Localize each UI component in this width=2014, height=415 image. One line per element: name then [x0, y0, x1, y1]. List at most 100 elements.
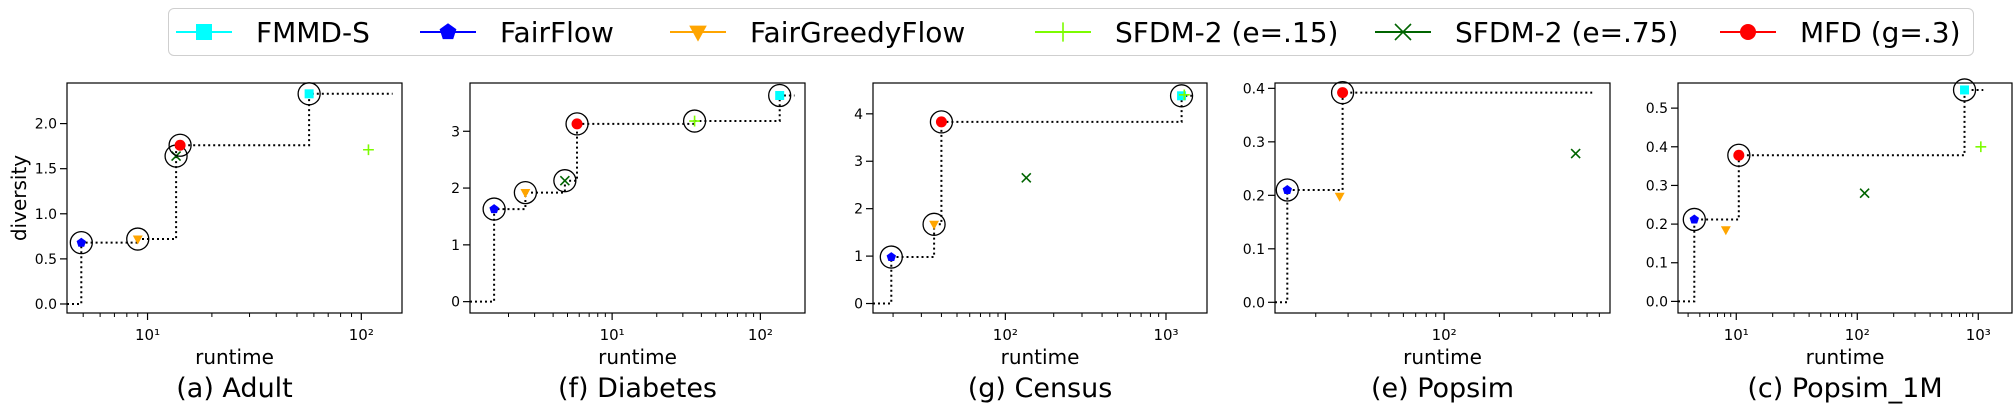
y-tick-label: 2.0 [35, 117, 57, 133]
y-tick-label: 0.0 [1646, 294, 1668, 310]
pareto-ring [513, 180, 538, 205]
point-sfdm-2-e-75 [1570, 148, 1581, 159]
pareto-ring [565, 112, 589, 136]
x-tick-label: 10² [349, 326, 374, 344]
chart-title: (f) Diabetes [558, 373, 717, 404]
y-tick-label: 3 [854, 154, 863, 170]
y-tick-label: 0.1 [1243, 242, 1265, 258]
y-tick-label: 0.5 [1646, 101, 1668, 117]
legend-marker-triangle-down [689, 25, 707, 42]
x-tick-label: 10¹ [600, 326, 625, 344]
point-fairflow [1282, 185, 1292, 194]
legend-label: FairGreedyFlow [750, 16, 965, 49]
legend-marker-circle [1740, 24, 1756, 40]
x-minor-ticks [892, 313, 1160, 317]
point-sfdm-2-e-75 [559, 175, 570, 186]
legend-entry-mfd-g-3: MFD (g=.3) [1720, 16, 1961, 49]
x-minor-ticks [507, 313, 755, 317]
pareto-ring [768, 83, 792, 108]
plot-frame [872, 82, 1208, 314]
point-sfdm-2-e-75 [1859, 188, 1870, 199]
legend-marker-pentagon [439, 23, 457, 40]
point-fairgreedyflow [1720, 226, 1731, 236]
y-tick-label: 3 [451, 124, 460, 140]
pareto-ring [929, 110, 954, 134]
pareto-ring [553, 169, 577, 193]
pareto-ring [682, 109, 707, 133]
pareto-ring [1727, 143, 1751, 167]
y-tick-label: 2 [854, 202, 863, 218]
legend-entry-fairgreedyflow: FairGreedyFlow [670, 16, 965, 49]
y-tick-label: 0 [854, 297, 863, 313]
x-axis-label: runtime [1806, 345, 1885, 369]
x-tick-label: 10² [1845, 326, 1870, 344]
chart-c-popsim-1m: 10¹ 10² 10³ 0.0 0.1 0.2 0.3 0.4 0.5 runtime (c) Po… [1646, 78, 2013, 404]
y-tick-label: 0.0 [1243, 295, 1265, 311]
y-tick-label: 1.0 [35, 207, 57, 223]
pareto-frontier-line [1275, 91, 1593, 304]
y-tick-label: 2 [451, 181, 460, 197]
y-tick-label: 0.3 [1646, 178, 1668, 194]
pareto-ring [1169, 84, 1194, 108]
chart-f-diabetes: 10¹ 10² 0 1 2 3 runtime (f) Diabetes [451, 82, 806, 404]
point-fmmd-s [775, 90, 785, 100]
point-sfdm-2-e-15 [1975, 141, 1987, 153]
pareto-ring [1952, 78, 1977, 102]
pareto-ring [482, 197, 506, 221]
chart-a-adult: 10¹ 10² 0.0 0.5 1.0 1.5 2.0 runtime (a) Adult div… [7, 82, 403, 404]
point-sfdm-2-e-15 [1178, 89, 1190, 101]
pareto-frontier-line [873, 94, 1192, 305]
plot-frame [66, 82, 403, 314]
legend-marker-square [196, 24, 212, 40]
x-minor-ticks [82, 313, 353, 317]
x-tick-label: 10² [993, 326, 1018, 344]
y-tick-label: 4 [854, 107, 863, 123]
y-tick-label: 0.4 [1243, 81, 1265, 97]
point-fairflow [489, 204, 499, 214]
y-tick-label: 0 [451, 295, 460, 311]
chart-title: (c) Popsim_1M [1747, 373, 1942, 404]
pareto-ring [168, 133, 192, 157]
pareto-ring [879, 245, 903, 269]
legend-label: SFDM-2 (e=.75) [1455, 16, 1678, 49]
pareto-ring [126, 227, 150, 251]
x-tick-label: 10² [1432, 326, 1457, 344]
y-tick-label: 0.0 [35, 297, 57, 313]
legend-label: MFD (g=.3) [1800, 16, 1961, 49]
legend-marker-plus [1053, 22, 1073, 42]
x-minor-ticks [1315, 313, 1600, 317]
point-mfd-g-3 [1733, 149, 1745, 161]
pareto-frontier-line [470, 94, 795, 303]
x-axis-label: runtime [1403, 345, 1482, 369]
x-axis-label: runtime [195, 345, 274, 369]
x-axis-label: runtime [598, 345, 677, 369]
y-tick-label: 1 [451, 238, 460, 254]
point-fairgreedyflow [1334, 192, 1345, 202]
point-sfdm-2-e-15 [363, 144, 374, 156]
point-mfd-g-3 [174, 139, 186, 151]
legend-entry-fairflow: FairFlow [420, 16, 614, 49]
point-fairgreedyflow [132, 235, 143, 245]
x-tick-label: 10¹ [1724, 326, 1749, 344]
legend-label: FMMD-S [256, 16, 370, 49]
chart-title: (a) Adult [176, 373, 293, 404]
legend-label: FairFlow [500, 16, 614, 49]
y-tick-label: 0.5 [35, 252, 57, 268]
point-fmmd-s [1177, 91, 1187, 101]
point-fairflow [1689, 214, 1699, 224]
point-mfd-g-3 [571, 118, 583, 130]
point-fairgreedyflow [520, 189, 531, 199]
x-axis-label: runtime [1001, 345, 1080, 369]
y-tick-label: 1.5 [35, 162, 57, 178]
pareto-ring [922, 212, 946, 236]
pareto-ring [1330, 80, 1355, 105]
y-axis-label: diversity [7, 155, 31, 241]
legend-entries: FMMD-S FairFlow FairGreedyFlow SFDM-2 (e=.1… [176, 16, 1961, 49]
chart-title: (e) Popsim [1371, 373, 1514, 404]
legend-label: SFDM-2 (e=.15) [1115, 16, 1338, 49]
pareto-ring [1682, 207, 1706, 232]
y-tick-label: 0.1 [1646, 256, 1668, 272]
chart-g-census: 10² 10³ 0 1 2 3 4 runtime (g) Census [854, 82, 1208, 404]
